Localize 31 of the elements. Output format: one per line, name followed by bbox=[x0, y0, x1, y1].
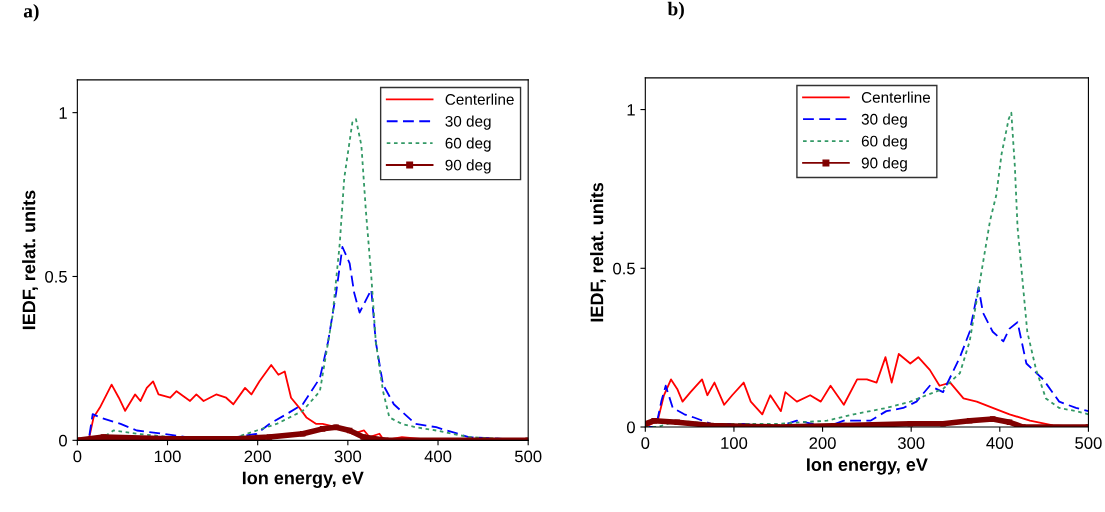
legend-label: 90 deg bbox=[861, 157, 907, 172]
x-tick-label: 500 bbox=[1075, 437, 1102, 449]
legend-label: 30 deg bbox=[445, 115, 491, 130]
x-tick-label: 100 bbox=[154, 450, 181, 463]
chart-title: b) bbox=[667, 1, 684, 20]
legend-label: 30 deg bbox=[861, 113, 907, 128]
x-tick-label: 200 bbox=[244, 450, 271, 463]
x-axis-title: Ion energy, eV bbox=[807, 458, 928, 475]
x-tick-label: 300 bbox=[334, 450, 362, 463]
legend-label: Centerline bbox=[861, 91, 931, 103]
legend-label: 90 deg bbox=[445, 159, 491, 174]
x-tick-label: 400 bbox=[424, 450, 452, 463]
x-axis-title: Ion energy, eV bbox=[242, 471, 364, 488]
y-axis-title: IEDF, relat. units bbox=[22, 190, 38, 330]
y-tick-label: 1 bbox=[59, 107, 67, 119]
y-tick-label: 0.5 bbox=[45, 270, 67, 283]
x-tick-label: 400 bbox=[986, 437, 1014, 449]
y-axis-title: IEDF, relat. units bbox=[590, 182, 606, 322]
legend-label: 60 deg bbox=[445, 137, 491, 152]
x-tick-label: 300 bbox=[897, 437, 925, 449]
legend-label: 60 deg bbox=[861, 135, 907, 150]
y-tick-label: 1 bbox=[627, 104, 635, 116]
x-tick-label: 200 bbox=[809, 437, 836, 449]
x-tick-label: 100 bbox=[721, 437, 748, 449]
x-tick-label: 500 bbox=[514, 450, 542, 463]
x-tick-label: 0 bbox=[73, 450, 82, 463]
x-tick-label: 0 bbox=[641, 437, 650, 449]
legend-label: Centerline bbox=[445, 93, 514, 105]
y-tick-label: 0 bbox=[626, 421, 635, 434]
chart-title: a) bbox=[23, 3, 39, 22]
y-tick-label: 0.5 bbox=[613, 262, 635, 275]
